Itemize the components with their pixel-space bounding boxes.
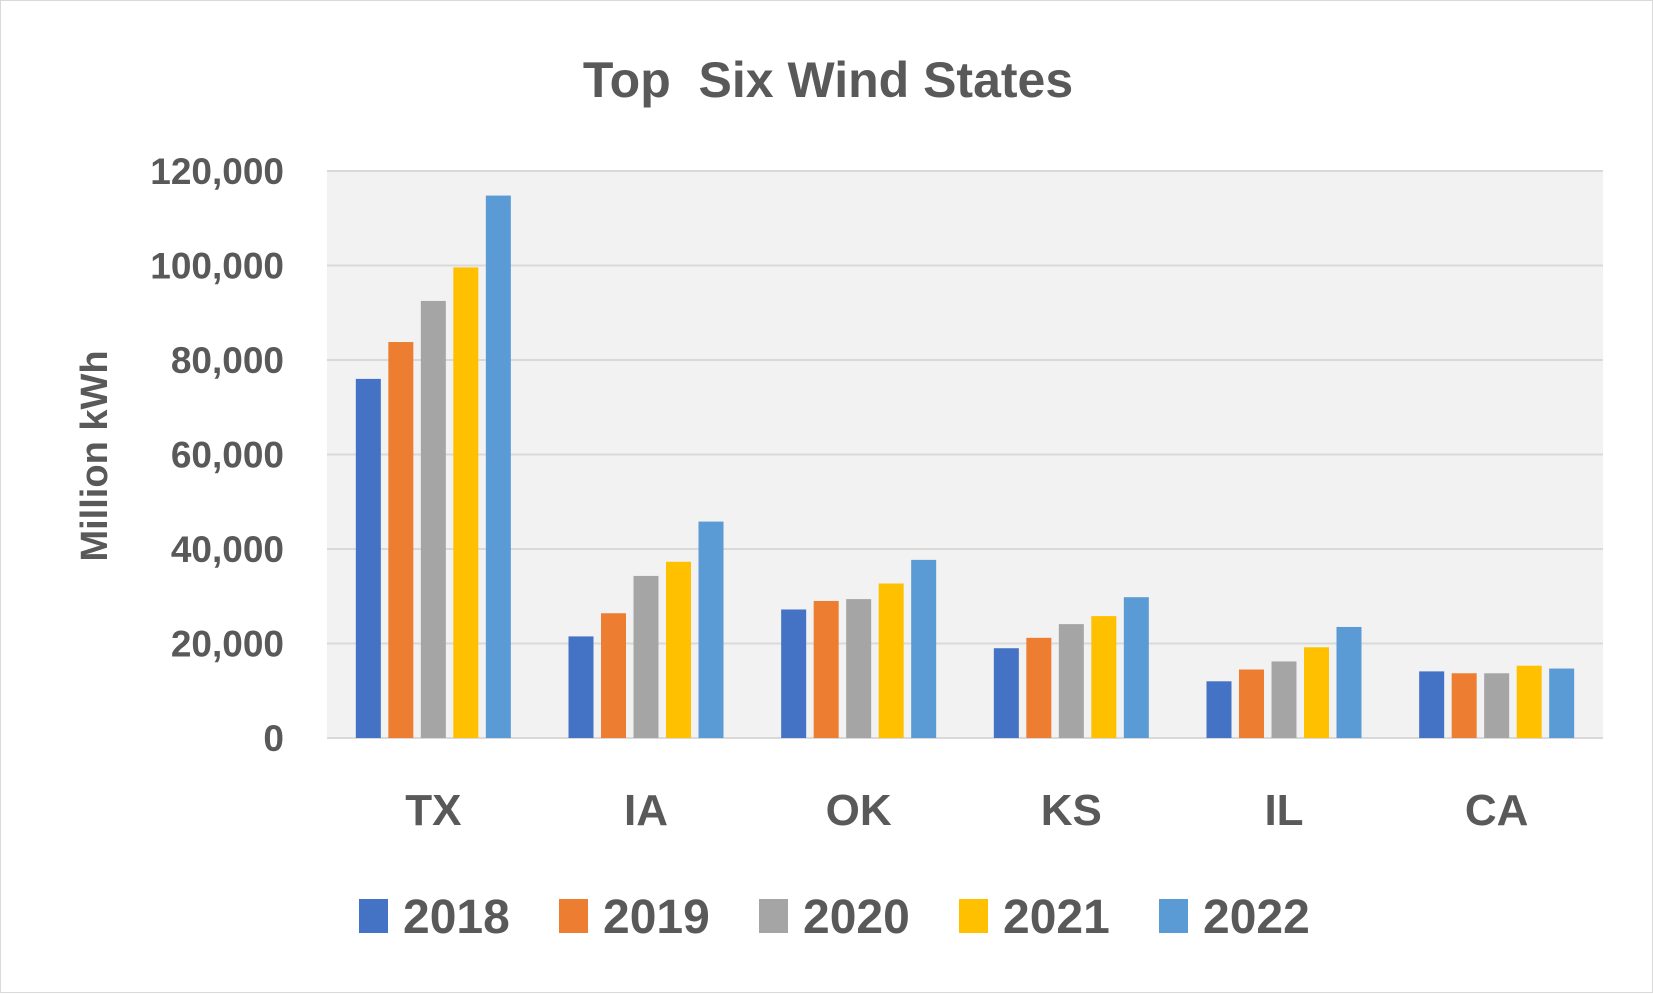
- chart-title: Top Six Wind States: [583, 52, 1073, 108]
- bar-OK-2021: [878, 583, 904, 738]
- bar-TX-2018: [355, 378, 381, 738]
- y-tick-label: 120,000: [150, 151, 284, 192]
- bar-OK-2019: [813, 600, 839, 738]
- bar-KS-2019: [1026, 637, 1052, 738]
- bar-KS-2021: [1091, 616, 1117, 738]
- bar-IA-2021: [666, 561, 691, 738]
- bar-TX-2019: [388, 342, 414, 738]
- bar-CA-2020: [1484, 673, 1510, 738]
- x-tick-label: CA: [1465, 786, 1529, 835]
- bar-KS-2022: [1123, 597, 1149, 738]
- bar-KS-2020: [1058, 624, 1084, 738]
- bars: [355, 195, 1575, 738]
- y-tick-label: 40,000: [171, 529, 284, 570]
- gridlines: [327, 170, 1603, 739]
- y-tick-label: 60,000: [171, 435, 284, 476]
- bar-IL-2019: [1239, 669, 1264, 738]
- bar-OK-2020: [846, 599, 872, 738]
- bar-IL-2020: [1271, 661, 1297, 738]
- y-axis-ticks: 0 20,000 40,000 60,000 80,000 100,000 120,000: [150, 151, 284, 759]
- legend-label-2022: 2022: [1203, 891, 1310, 944]
- legend-label-2018: 2018: [403, 891, 510, 944]
- bar-KS-2018: [993, 648, 1019, 738]
- legend-label-2021: 2021: [1003, 891, 1110, 944]
- bar-TX-2021: [453, 267, 479, 738]
- legend-label-2019: 2019: [603, 891, 710, 944]
- bar-CA-2021: [1516, 665, 1542, 738]
- x-axis-ticks: TX IA OK KS IL CA: [405, 786, 1528, 835]
- bar-IA-2022: [698, 521, 724, 738]
- x-tick-label: KS: [1041, 786, 1102, 835]
- legend: 2018 2019 2020 2021 2022: [359, 891, 1310, 944]
- legend-swatch-2022: [1159, 899, 1188, 933]
- x-tick-label: IL: [1264, 786, 1303, 835]
- x-tick-label: IA: [624, 786, 668, 835]
- bar-CA-2019: [1451, 673, 1477, 738]
- y-tick-label: 0: [263, 718, 284, 759]
- legend-swatch-2021: [959, 899, 988, 933]
- bar-TX-2022: [485, 195, 511, 738]
- y-tick-label: 80,000: [171, 340, 284, 381]
- bar-IA-2018: [568, 636, 594, 738]
- bar-IL-2021: [1304, 647, 1329, 738]
- bar-TX-2020: [420, 300, 446, 738]
- bar-OK-2018: [781, 609, 807, 738]
- legend-swatch-2020: [759, 899, 788, 933]
- bar-IL-2018: [1206, 681, 1232, 738]
- y-tick-label: 100,000: [150, 246, 284, 287]
- x-tick-label: OK: [826, 786, 892, 835]
- bar-IA-2019: [601, 613, 626, 738]
- legend-swatch-2018: [359, 899, 388, 933]
- x-tick-label: TX: [405, 786, 461, 835]
- bar-IL-2022: [1336, 626, 1362, 738]
- bar-CA-2018: [1419, 671, 1445, 738]
- bar-OK-2022: [911, 559, 937, 738]
- bar-CA-2022: [1549, 668, 1575, 738]
- y-tick-label: 20,000: [171, 624, 284, 665]
- y-axis-label: Million kWh: [74, 350, 116, 561]
- bar-IA-2020: [633, 575, 659, 738]
- legend-label-2020: 2020: [803, 891, 910, 944]
- legend-swatch-2019: [559, 899, 588, 933]
